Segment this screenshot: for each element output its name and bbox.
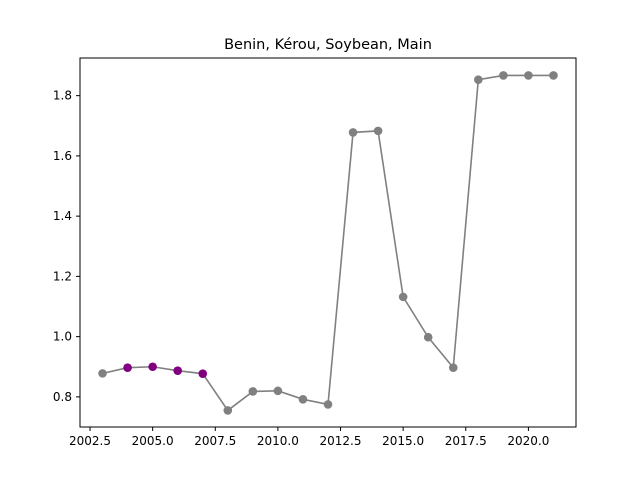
y-tick-label: 1.6 — [53, 149, 72, 163]
y-tick-label: 1.4 — [53, 209, 72, 223]
data-point — [273, 386, 283, 396]
data-point — [223, 406, 233, 415]
data-point — [173, 366, 182, 375]
data-point — [499, 71, 508, 80]
data-point — [373, 126, 383, 136]
data-point — [474, 75, 483, 84]
data-point — [398, 292, 408, 302]
x-tick-label: 2005.0 — [132, 434, 174, 448]
chart-title: Benin, Kérou, Soybean, Main — [224, 37, 432, 53]
data-point — [123, 363, 132, 372]
plot-frame — [79, 57, 577, 428]
y-tick-label: 1.0 — [53, 330, 72, 344]
x-tick-label: 2012.5 — [320, 434, 362, 448]
x-tick-label: 2002.5 — [69, 434, 111, 448]
y-tick-label: 1.2 — [53, 269, 72, 283]
x-tick-label: 2015.0 — [382, 434, 424, 448]
series-layer — [98, 71, 558, 415]
data-point — [148, 362, 157, 372]
y-tick-label: 1.8 — [53, 89, 72, 103]
y-tick-label: 0.8 — [53, 390, 72, 404]
data-point — [198, 369, 208, 378]
data-point — [98, 369, 107, 378]
axis-layer: 2002.5 2005.0 2007.5 2010.0 2012.5 2015.0 2017… — [53, 89, 549, 448]
x-tick-label: 2017.5 — [445, 434, 487, 448]
x-tick-label: 2020.0 — [507, 434, 549, 448]
data-point — [248, 387, 258, 396]
data-point — [549, 71, 558, 80]
x-tick-label: 2010.0 — [257, 434, 299, 448]
x-tick-label: 2007.5 — [194, 434, 236, 448]
data-point — [323, 400, 333, 409]
data-point — [298, 394, 308, 404]
data-point — [348, 128, 358, 137]
data-point — [423, 332, 433, 342]
data-point — [524, 71, 533, 80]
data-point — [448, 363, 458, 372]
